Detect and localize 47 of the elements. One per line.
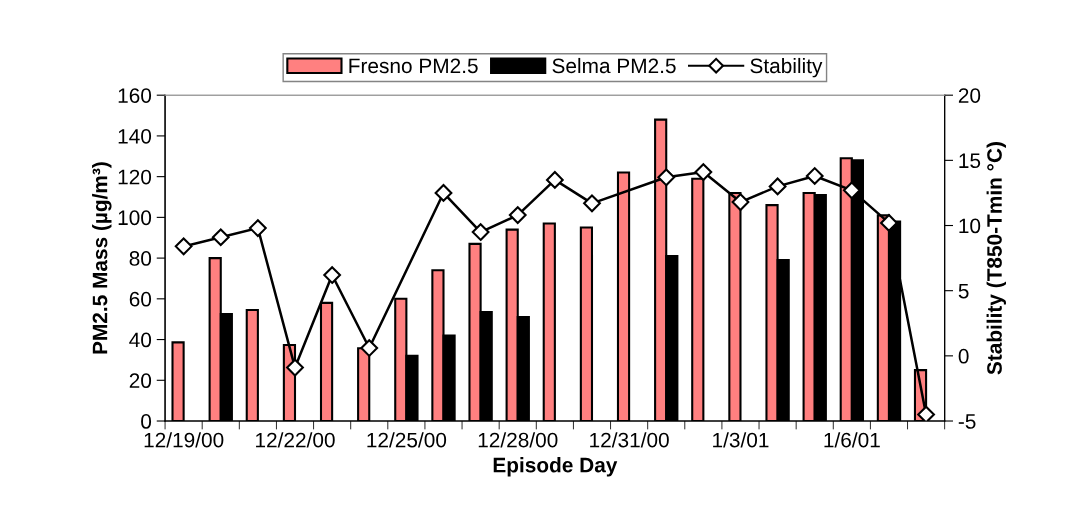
- y-tick-label: 0: [141, 414, 152, 429]
- y-tick-label: 20: [129, 373, 152, 389]
- legend-label: Stability: [750, 57, 823, 78]
- point: [545, 171, 564, 189]
- legend-label: Selma PM2.5: [552, 57, 676, 74]
- legend-label: Fresno PM2.5: [349, 58, 478, 74]
- point: [694, 163, 713, 181]
- y-tick-label: 40: [129, 332, 152, 348]
- y-tick-label: 80: [129, 251, 152, 266]
- point: [842, 181, 861, 200]
- x-tick-label: 12/31/00: [590, 432, 669, 448]
- point: [471, 223, 490, 241]
- point: [323, 266, 342, 284]
- point: [880, 214, 898, 232]
- y-tick-label: 120: [118, 169, 152, 185]
- y2-axis-title: Stability (T850-Tmin °C): [986, 142, 1006, 375]
- x-tick-label: 12/25/00: [367, 432, 447, 448]
- x-tick-label: 12/19/00: [144, 432, 224, 448]
- y2-tick-label: 0: [958, 348, 969, 364]
- point: [917, 405, 935, 422]
- x-tick-label: 12/28/00: [478, 432, 558, 448]
- point: [657, 168, 676, 187]
- x-axis-title: Episode Day: [493, 457, 618, 477]
- y2-tick-label: -5: [958, 414, 976, 429]
- point: [583, 194, 601, 213]
- point: [360, 339, 379, 357]
- y-tick-label: 140: [118, 128, 152, 144]
- point: [768, 177, 787, 196]
- y-tick-label: 160: [118, 88, 152, 103]
- y2-tick-label: 10: [959, 218, 981, 234]
- x-tick-label: 1/6/01: [824, 432, 880, 448]
- y-tick-label: 100: [118, 210, 152, 226]
- point: [211, 228, 230, 247]
- point: [174, 237, 193, 256]
- x-tick-label: 1/3/01: [713, 432, 769, 448]
- y2-tick-label: 5: [958, 283, 969, 299]
- point: [508, 206, 527, 224]
- y2-tick-label: 15: [959, 153, 981, 169]
- point: [805, 167, 824, 185]
- point: [731, 193, 750, 211]
- y2-tick-label: 20: [958, 88, 981, 103]
- y-tick-label: 60: [129, 291, 152, 307]
- y-axis-title: PM2.5 Mass (µg/m³): [92, 162, 112, 354]
- x-tick-label: 12/22/00: [256, 432, 335, 448]
- point: [248, 219, 267, 238]
- point: [434, 184, 453, 202]
- point: [286, 358, 304, 377]
